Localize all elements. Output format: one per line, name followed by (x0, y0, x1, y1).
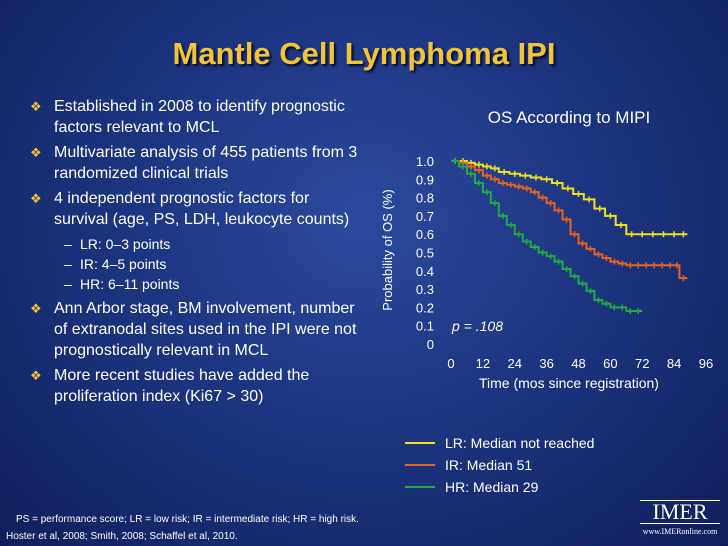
chart-legend: LR: Median not reached IR: Median 51 HR:… (405, 433, 594, 499)
bullet-item: ❖ More recent studies have added the prol… (22, 365, 362, 407)
legend-item-lr: LR: Median not reached (405, 433, 594, 455)
bullet-item: ❖ Ann Arbor stage, BM involvement, number… (22, 298, 362, 361)
bullet-text: Multivariate analysis of 455 patients fr… (54, 144, 358, 182)
bullet-item: ❖ Established in 2008 to identify prognos… (22, 96, 362, 138)
bullet-text: 4 independent prognostic factors for sur… (54, 190, 350, 228)
legend-item-ir: IR: Median 51 (405, 455, 594, 477)
x-tick-label: 72 (635, 356, 649, 371)
footnote: PS = performance score; LR = low risk; I… (16, 514, 359, 525)
bullet-text: More recent studies have added the proli… (54, 367, 310, 405)
diamond-bullet-icon: ❖ (30, 368, 42, 383)
imer-logo: IMER www.IMERonline.com (640, 500, 720, 536)
legend-label: IR: Median 51 (445, 457, 533, 473)
logo-name: IMER (640, 500, 720, 524)
bullet-item: ❖ 4 independent prognostic factors for su… (22, 188, 362, 230)
logo-url: www.IMERonline.com (642, 527, 718, 536)
x-axis-label: Time (mos since registration) (479, 375, 659, 391)
x-tick-labels: 0 12 24 36 48 60 72 84 96 (447, 356, 713, 371)
chart-title: OS According to MIPI (488, 108, 651, 127)
survival-curves (451, 158, 688, 315)
y-tick-label: 0.9 (416, 172, 434, 187)
diamond-bullet-icon: ❖ (30, 99, 42, 114)
x-tick-label: 36 (539, 356, 553, 371)
legend-swatch (405, 442, 435, 444)
series-line-3 (451, 160, 643, 313)
y-tick-label: 0 (427, 337, 434, 352)
sub-bullet-text: IR: 4–5 points (80, 256, 167, 272)
y-tick-label: 0.5 (416, 246, 434, 261)
x-tick-label: 84 (667, 356, 681, 371)
x-tick-label: 96 (699, 356, 713, 371)
bullet-item: ❖ Multivariate analysis of 455 patients f… (22, 142, 362, 184)
diamond-bullet-icon: ❖ (30, 191, 42, 206)
y-tick-label: 0.2 (416, 300, 434, 315)
p-value-annotation: p = .108 (451, 318, 503, 334)
sub-bullet-item: – LR: 0–3 points (64, 236, 171, 252)
y-tick-labels: 0 0.1 0.2 0.3 0.4 0.5 0.6 0.7 0.8 0.9 1.0 (416, 154, 434, 352)
slide-title: Mantle Cell Lymphoma IPI (172, 36, 556, 71)
sub-bullet-item: – HR: 6–11 points (64, 276, 180, 292)
y-tick-label: 0.4 (416, 264, 434, 279)
diamond-bullet-icon: ❖ (30, 145, 42, 160)
y-tick-label: 0.6 (416, 227, 434, 242)
x-tick-label: 12 (476, 356, 490, 371)
x-tick-label: 48 (571, 356, 585, 371)
legend-swatch (405, 464, 435, 466)
legend-label: LR: Median not reached (445, 435, 595, 451)
legend-swatch (405, 486, 435, 488)
y-tick-label: 0.8 (416, 191, 434, 206)
bullet-text: Ann Arbor stage, BM involvement, number … (54, 300, 357, 359)
y-tick-label: 0.7 (416, 209, 434, 224)
sub-bullet-item: – IR: 4–5 points (64, 256, 167, 272)
x-tick-label: 60 (603, 356, 617, 371)
references: Hoster et al, 2008; Smith, 2008; Schaffe… (6, 531, 238, 542)
y-tick-label: 0.3 (416, 282, 434, 297)
y-tick-label: 0.1 (416, 319, 434, 334)
x-tick-label: 24 (508, 356, 522, 371)
series-line-1 (451, 160, 688, 236)
diamond-bullet-icon: ❖ (30, 301, 42, 316)
bullet-text: Established in 2008 to identify prognost… (54, 98, 345, 136)
y-axis-label: Probability of OS (%) (380, 189, 395, 310)
sub-bullet-text: HR: 6–11 points (80, 276, 180, 292)
legend-label: HR: Median 29 (445, 479, 539, 495)
x-tick-label: 0 (447, 356, 454, 371)
y-tick-label: 1.0 (416, 154, 434, 169)
sub-bullet-text: LR: 0–3 points (80, 236, 171, 252)
bullet-list: ❖ Established in 2008 to identify prognos… (22, 96, 362, 411)
legend-item-hr: HR: Median 29 (405, 477, 594, 499)
